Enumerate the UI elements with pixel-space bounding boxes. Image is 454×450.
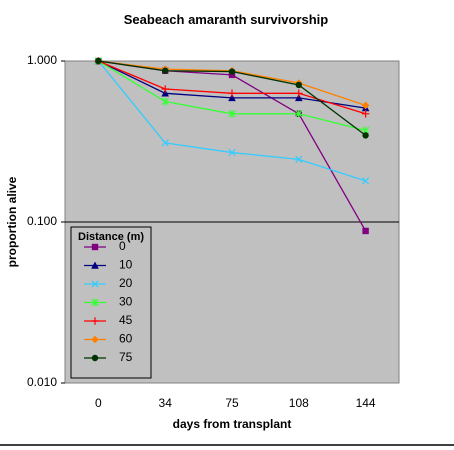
data-point-10 <box>161 89 169 97</box>
chart-title: Seabeach amaranth survivorship <box>124 12 329 27</box>
data-point-45 <box>295 89 303 98</box>
legend-label: 20 <box>119 276 133 290</box>
data-point-75 <box>162 67 169 74</box>
data-point-0 <box>362 227 369 235</box>
data-point-45 <box>161 85 169 93</box>
series-75 <box>95 57 369 139</box>
legend-title: Distance (m) <box>78 231 144 243</box>
data-point-60 <box>361 101 370 110</box>
legend-label: 0 <box>119 239 126 253</box>
data-point-10 <box>228 93 236 102</box>
y-axis: 0.010 0.100 1.000 <box>27 53 65 389</box>
data-point-75 <box>228 68 236 75</box>
legend-item-60: 60 <box>84 332 133 346</box>
y-tick-label: 1.000 <box>27 53 57 67</box>
data-point-20 <box>228 148 236 157</box>
data-point-30 <box>295 109 303 118</box>
data-point-30 <box>228 109 236 118</box>
legend-marker <box>91 261 99 269</box>
data-point-75 <box>295 81 302 89</box>
legend: Distance (m) 0 10 20 30 45 60 75 <box>70 226 152 379</box>
legend-marker <box>91 354 99 362</box>
y-axis-label: proportion alive <box>5 176 19 267</box>
data-point-45 <box>228 89 236 98</box>
legend-items: 0 10 20 30 45 60 75 <box>84 239 133 364</box>
y-tick-label: 0.010 <box>27 375 57 389</box>
legend-marker <box>91 335 99 344</box>
data-point-75 <box>95 57 102 65</box>
data-point-20 <box>161 139 169 147</box>
y-tick-label: 0.100 <box>27 214 57 228</box>
x-tick-label: 34 <box>159 396 173 410</box>
data-point-75 <box>362 132 369 139</box>
legend-item-0: 0 <box>84 239 126 253</box>
legend-label: 45 <box>119 313 133 327</box>
legend-box <box>70 226 152 379</box>
legend-item-20: 20 <box>84 276 133 290</box>
legend-marker <box>91 280 99 288</box>
data-point-45 <box>361 109 370 118</box>
legend-item-45: 45 <box>84 313 133 327</box>
legend-marker <box>91 298 99 307</box>
legend-label: 10 <box>119 258 133 272</box>
data-point-0 <box>228 71 236 79</box>
legend-marker <box>91 317 99 325</box>
legend-item-75: 75 <box>84 350 133 364</box>
x-tick-label: 144 <box>356 396 376 410</box>
x-tick-label: 75 <box>225 396 239 410</box>
legend-marker <box>91 243 99 251</box>
x-axis-label: days from transplant <box>173 417 292 431</box>
x-tick-label: 0 <box>95 396 102 410</box>
data-point-10 <box>295 93 303 102</box>
series-layer <box>94 57 370 235</box>
legend-label: 75 <box>119 350 133 364</box>
legend-item-10: 10 <box>84 258 133 272</box>
legend-label: 30 <box>119 295 133 309</box>
data-point-20 <box>361 177 370 185</box>
x-tick-label: 108 <box>289 396 309 410</box>
legend-item-30: 30 <box>84 295 133 309</box>
data-point-20 <box>295 155 303 163</box>
data-point-30 <box>161 97 169 106</box>
x-axis: 0 34 75 108 144 <box>95 396 376 410</box>
legend-label: 60 <box>119 332 133 346</box>
